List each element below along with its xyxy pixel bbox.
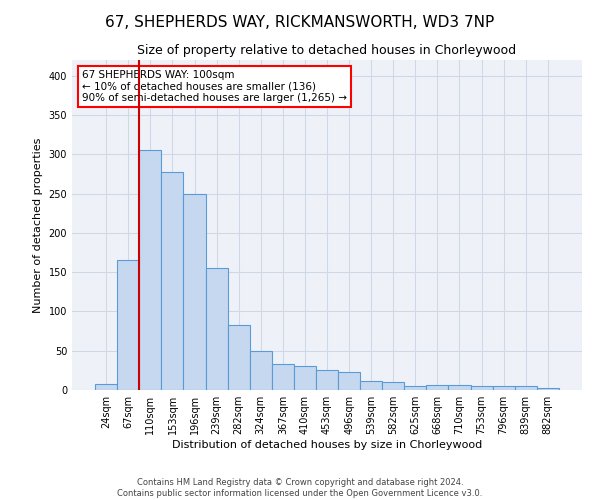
Bar bbox=[338, 372, 360, 390]
Bar bbox=[404, 386, 427, 390]
Bar bbox=[448, 386, 470, 390]
Bar bbox=[382, 382, 404, 390]
Y-axis label: Number of detached properties: Number of detached properties bbox=[33, 138, 43, 312]
Bar bbox=[95, 384, 117, 390]
Bar bbox=[470, 386, 493, 390]
Bar bbox=[427, 386, 448, 390]
Bar bbox=[515, 386, 537, 390]
Bar bbox=[139, 150, 161, 390]
Bar bbox=[537, 388, 559, 390]
Bar bbox=[493, 386, 515, 390]
Title: Size of property relative to detached houses in Chorleywood: Size of property relative to detached ho… bbox=[137, 44, 517, 58]
Bar bbox=[117, 260, 139, 390]
Text: 67 SHEPHERDS WAY: 100sqm
← 10% of detached houses are smaller (136)
90% of semi-: 67 SHEPHERDS WAY: 100sqm ← 10% of detach… bbox=[82, 70, 347, 103]
Text: Contains HM Land Registry data © Crown copyright and database right 2024.
Contai: Contains HM Land Registry data © Crown c… bbox=[118, 478, 482, 498]
Bar bbox=[227, 325, 250, 390]
X-axis label: Distribution of detached houses by size in Chorleywood: Distribution of detached houses by size … bbox=[172, 440, 482, 450]
Bar bbox=[316, 370, 338, 390]
Bar bbox=[294, 366, 316, 390]
Bar bbox=[272, 364, 294, 390]
Bar bbox=[184, 194, 206, 390]
Bar bbox=[206, 268, 227, 390]
Bar bbox=[360, 380, 382, 390]
Text: 67, SHEPHERDS WAY, RICKMANSWORTH, WD3 7NP: 67, SHEPHERDS WAY, RICKMANSWORTH, WD3 7N… bbox=[106, 15, 494, 30]
Bar bbox=[161, 172, 184, 390]
Bar bbox=[250, 350, 272, 390]
